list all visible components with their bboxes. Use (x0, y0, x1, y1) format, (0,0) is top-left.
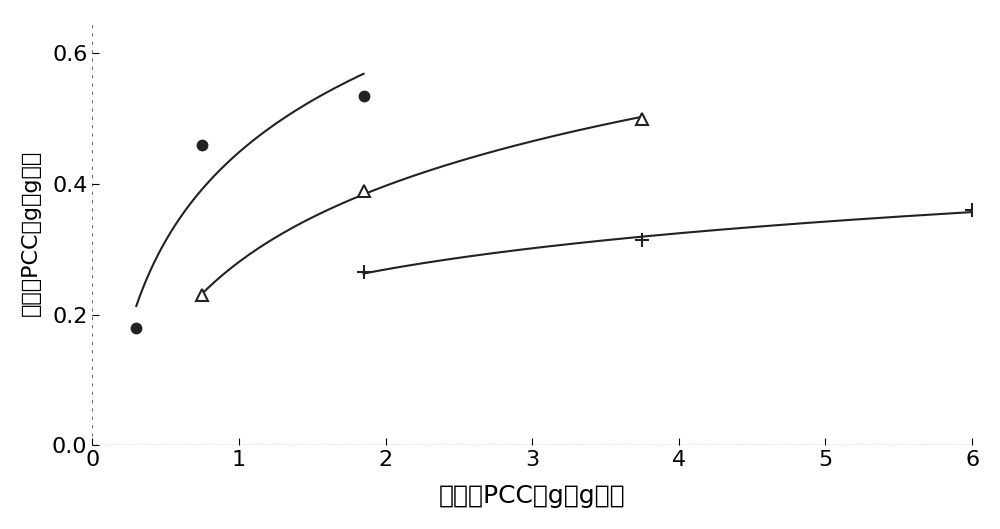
X-axis label: 添加的PCC（g／g纸）: 添加的PCC（g／g纸） (439, 484, 626, 508)
Y-axis label: 留着的PCC（g／g纸）: 留着的PCC（g／g纸） (21, 150, 41, 316)
